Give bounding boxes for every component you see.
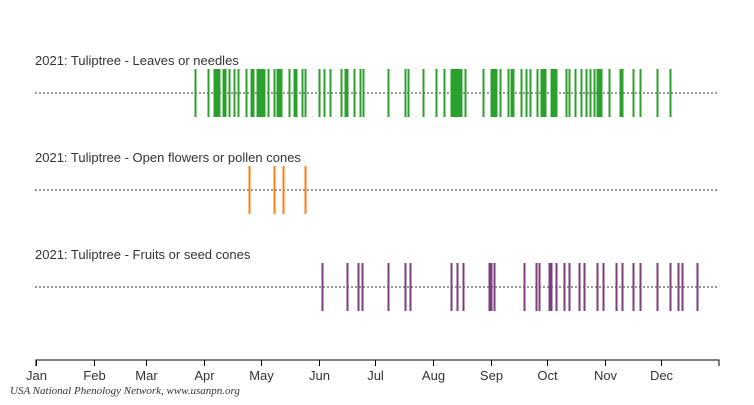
series-row: 2021: Tuliptree - Fruits or seed cones	[35, 247, 719, 311]
x-tick-label: Apr	[194, 368, 215, 383]
x-axis: Jan Feb Mar Apr May Jun Jul Aug Sep Oct Nov Dec	[26, 359, 720, 383]
credit-text: USA National Phenology Network, www.usan…	[10, 385, 240, 397]
x-tick-label: Dec	[650, 368, 674, 383]
x-tick-label: Oct	[537, 368, 558, 383]
series-rows: 2021: Tuliptree - Leaves or needles 2021:…	[35, 53, 719, 311]
x-tick-label: May	[249, 368, 274, 383]
x-axis-line	[35, 359, 720, 366]
x-tick-label: Jun	[309, 368, 330, 383]
series-title: 2021: Tuliptree - Fruits or seed cones	[35, 247, 251, 262]
series-title: 2021: Tuliptree - Open flowers or pollen…	[35, 150, 301, 165]
x-tick-label: Sep	[480, 368, 503, 383]
series-row: 2021: Tuliptree - Open flowers or pollen…	[35, 150, 719, 214]
x-tick-label: Jul	[367, 368, 384, 383]
x-tick-label: Jan	[26, 368, 47, 383]
x-tick-label: Feb	[83, 368, 105, 383]
series-row: 2021: Tuliptree - Leaves or needles	[35, 53, 719, 117]
x-tick-label: Nov	[594, 368, 618, 383]
x-tick-label: Aug	[422, 368, 445, 383]
x-tick-label: Mar	[135, 368, 158, 383]
series-title: 2021: Tuliptree - Leaves or needles	[35, 53, 239, 68]
